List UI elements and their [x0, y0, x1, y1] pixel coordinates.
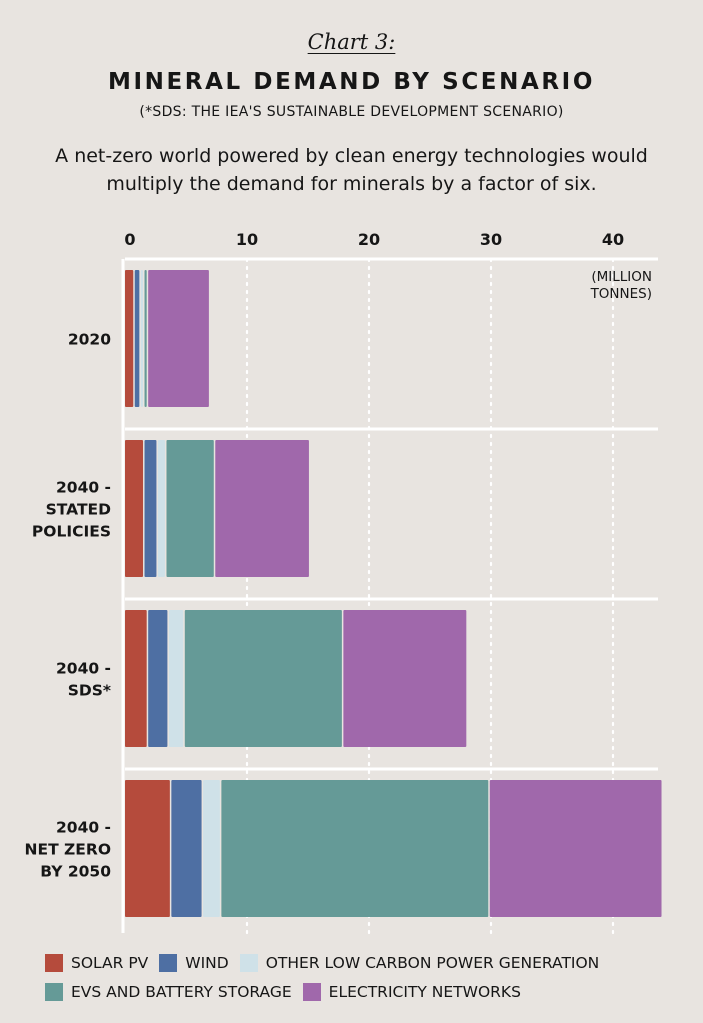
legend-label: WIND [185, 954, 229, 972]
x-tick-label: 10 [236, 230, 258, 249]
bar-segment [144, 440, 157, 577]
legend-item-wind: WIND [159, 954, 229, 972]
chart-subtitle: (*SDS: THE IEA'S SUSTAINABLE DEVELOPMENT… [139, 104, 564, 120]
unit-label: (MILLION TONNES) [590, 269, 652, 302]
bar-segment [171, 780, 202, 917]
category-label: 2040 -SDS* [56, 660, 111, 700]
bar-segment [148, 610, 168, 747]
bar-segment [125, 440, 144, 577]
bar-segment [140, 270, 144, 407]
bar-segment [144, 270, 147, 407]
legend-swatch [45, 983, 63, 1001]
legend-item-evs-battery: EVS AND BATTERY STORAGE [45, 983, 292, 1001]
bar-segment [343, 610, 467, 747]
legend-label: EVS AND BATTERY STORAGE [71, 983, 292, 1001]
legend-row-1: SOLAR PV WIND OTHER LOW CARBON POWER GEN… [45, 954, 685, 972]
bar-segment [157, 440, 165, 577]
bar-segment [134, 270, 140, 407]
category-label: 2040 -NET ZERO BY 2050 [25, 819, 112, 881]
legend-row-2: EVS AND BATTERY STORAGE ELECTRICITY NETW… [45, 983, 685, 1001]
legend-label: OTHER LOW CARBON POWER GENERATION [265, 954, 600, 972]
legend-swatch [239, 954, 258, 972]
chart-label: Chart 3: [307, 30, 396, 54]
bar-segment [166, 440, 214, 577]
chart-title: MINERAL DEMAND BY SCENARIO [108, 69, 595, 95]
legend-item-other-low-carbon: OTHER LOW CARBON POWER GENERATION [239, 954, 600, 972]
bar-segment [125, 780, 170, 917]
stacked-bar-chart: 0 10 20 30 40 (MILLION TONNES) 2020 2040 -STATED… [25, 230, 662, 935]
legend-label: ELECTRICITY NETWORKS [328, 983, 521, 1001]
bar-segment [125, 610, 147, 747]
legend-item-solar-pv: SOLAR PV [45, 954, 148, 972]
category-label: 2040 -STATED POLICIES [32, 479, 111, 541]
chart-description: A net-zero world powered by clean energy… [55, 145, 648, 195]
bar-segment [203, 780, 220, 917]
bar-segment [168, 610, 184, 747]
legend-swatch [302, 983, 321, 1001]
legend-item-electricity-networks: ELECTRICITY NETWORKS [302, 983, 521, 1001]
x-tick-label: 0 [124, 230, 135, 249]
x-tick-label: 40 [602, 230, 624, 249]
bar-segment [148, 270, 209, 407]
x-tick-label: 30 [480, 230, 502, 249]
legend-label: SOLAR PV [71, 954, 149, 972]
bar-segment [489, 780, 662, 917]
bar-segment [125, 270, 134, 407]
bar-segment [184, 610, 342, 747]
legend-swatch [45, 954, 63, 972]
bar-segment [221, 780, 489, 917]
x-tick-label: 20 [358, 230, 380, 249]
bar-segment [215, 440, 309, 577]
legend-swatch [159, 954, 178, 972]
category-label: 2020 [68, 331, 111, 349]
